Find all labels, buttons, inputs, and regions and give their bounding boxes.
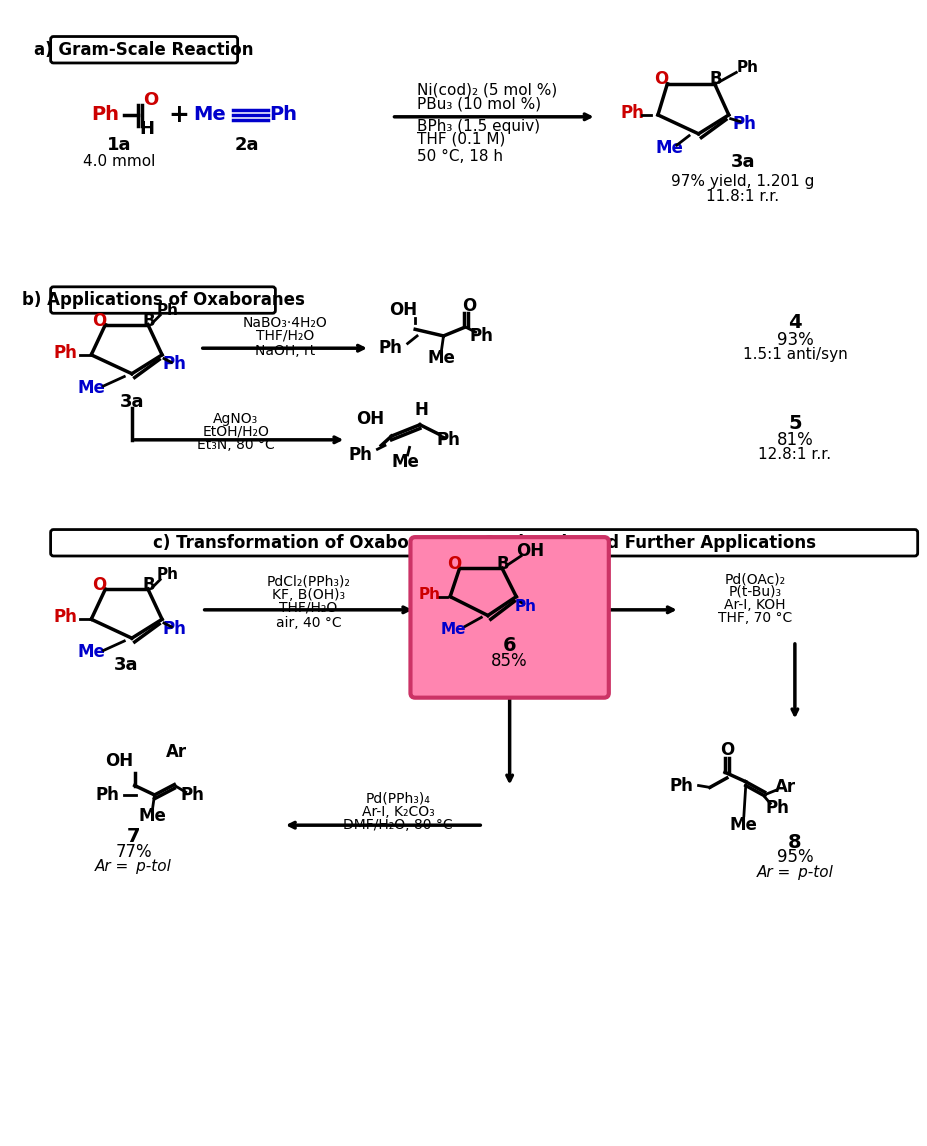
Text: 11.8:1 r.r.: 11.8:1 r.r.	[705, 189, 779, 204]
Text: B: B	[496, 555, 509, 573]
Text: Ph: Ph	[418, 587, 440, 603]
Text: Et₃N, 80 °C: Et₃N, 80 °C	[197, 439, 274, 453]
Text: Me: Me	[77, 379, 105, 397]
Text: Ph: Ph	[469, 327, 493, 345]
Text: Me: Me	[439, 622, 465, 637]
Text: Ph: Ph	[378, 339, 402, 358]
Text: Ph: Ph	[180, 786, 204, 804]
Text: 81%: 81%	[776, 431, 812, 449]
Text: 1a: 1a	[108, 136, 132, 155]
Text: 12.8:1 r.r.: 12.8:1 r.r.	[757, 447, 831, 463]
Text: OH: OH	[106, 752, 133, 770]
Text: 8: 8	[787, 833, 801, 851]
Text: a) Gram-Scale Reaction: a) Gram-Scale Reaction	[34, 41, 254, 58]
Text: 93%: 93%	[776, 331, 812, 348]
Text: 50 °C, 18 h: 50 °C, 18 h	[416, 149, 502, 164]
Text: 85%: 85%	[490, 652, 527, 670]
Text: O: O	[93, 576, 107, 595]
Text: Ph: Ph	[514, 598, 536, 613]
Text: 3a: 3a	[114, 656, 138, 674]
Text: Ni(cod)₂ (5 mol %): Ni(cod)₂ (5 mol %)	[416, 83, 557, 97]
Text: NaBO₃·4H₂O: NaBO₃·4H₂O	[242, 315, 327, 330]
Text: OH: OH	[355, 410, 384, 429]
Text: c) Transformation of Oxaborane to Oxaborole and Further Applications: c) Transformation of Oxaborane to Oxabor…	[152, 534, 815, 551]
Text: Ph: Ph	[54, 344, 78, 362]
FancyBboxPatch shape	[410, 537, 608, 698]
Text: BPh₃ (1.5 equiv): BPh₃ (1.5 equiv)	[416, 119, 540, 134]
Text: 1.5:1 anti/syn: 1.5:1 anti/syn	[742, 347, 846, 362]
Text: B: B	[143, 312, 155, 330]
Text: 5: 5	[787, 414, 801, 433]
Text: 4.0 mmol: 4.0 mmol	[83, 154, 156, 168]
Text: P(t-Bu)₃: P(t-Bu)₃	[728, 584, 781, 599]
Text: KF, B(OH)₃: KF, B(OH)₃	[272, 588, 345, 602]
Text: Me: Me	[77, 643, 105, 661]
Text: H: H	[139, 120, 154, 138]
Text: Ph: Ph	[349, 446, 372, 464]
Text: Ph: Ph	[162, 355, 186, 374]
Text: Me: Me	[193, 105, 225, 125]
Text: 77%: 77%	[115, 842, 152, 861]
Text: Me: Me	[427, 348, 455, 367]
Text: Me: Me	[138, 807, 166, 825]
Text: PdCl₂(PPh₃)₂: PdCl₂(PPh₃)₂	[266, 574, 350, 589]
Text: O: O	[93, 312, 107, 330]
Text: NaOH, rt: NaOH, rt	[254, 344, 314, 358]
Text: Ar-I, K₂CO₃: Ar-I, K₂CO₃	[362, 804, 434, 819]
Text: Ar: Ar	[166, 743, 186, 761]
Text: Pd(OAc)₂: Pd(OAc)₂	[724, 573, 785, 587]
Text: 95%: 95%	[776, 848, 812, 866]
Text: THF, 70 °C: THF, 70 °C	[717, 611, 792, 626]
Text: Ar =  p-tol: Ar = p-tol	[756, 865, 832, 880]
Text: Ph: Ph	[157, 567, 179, 582]
Text: Me: Me	[730, 816, 757, 834]
Text: Ph: Ph	[669, 777, 692, 794]
Text: 2a: 2a	[235, 136, 259, 155]
Text: Ar: Ar	[774, 778, 795, 796]
Text: O: O	[446, 555, 461, 573]
Text: THF/H₂O: THF/H₂O	[256, 329, 313, 343]
Text: Ph: Ph	[91, 105, 120, 125]
Text: Ar =  p-tol: Ar = p-tol	[95, 860, 172, 874]
Text: O: O	[653, 70, 667, 88]
Text: Ph: Ph	[736, 61, 758, 76]
Text: 7: 7	[127, 827, 140, 846]
Text: 6: 6	[502, 636, 516, 656]
Text: O: O	[462, 297, 476, 315]
Text: THF/H₂O: THF/H₂O	[279, 601, 337, 615]
Text: Ph: Ph	[95, 786, 119, 804]
Text: B: B	[143, 576, 155, 595]
Text: THF (0.1 M): THF (0.1 M)	[416, 132, 505, 147]
Text: Ph: Ph	[54, 609, 78, 627]
Text: H: H	[414, 401, 428, 418]
Text: AgNO₃: AgNO₃	[213, 413, 258, 426]
Text: 3a: 3a	[730, 154, 755, 171]
Text: Ph: Ph	[269, 105, 297, 125]
Text: Me: Me	[654, 139, 682, 157]
Text: 3a: 3a	[120, 393, 144, 411]
Text: Ph: Ph	[765, 799, 789, 817]
Text: Ph: Ph	[620, 104, 643, 121]
Text: air, 40 °C: air, 40 °C	[275, 617, 341, 630]
Text: Ph: Ph	[157, 303, 179, 317]
Text: +: +	[169, 103, 189, 127]
Text: O: O	[143, 91, 159, 109]
Text: B: B	[708, 70, 721, 88]
Text: OH: OH	[515, 542, 544, 560]
Text: EtOH/H₂O: EtOH/H₂O	[202, 424, 269, 438]
Text: PBu₃ (10 mol %): PBu₃ (10 mol %)	[416, 96, 540, 111]
Text: b) Applications of Oxaboranes: b) Applications of Oxaboranes	[21, 291, 304, 309]
Text: 97% yield, 1.201 g: 97% yield, 1.201 g	[670, 173, 814, 189]
Text: Ph: Ph	[732, 116, 756, 133]
Text: Ph: Ph	[162, 620, 186, 637]
Text: OH: OH	[388, 301, 416, 320]
Text: Ar-I, KOH: Ar-I, KOH	[724, 598, 785, 612]
Text: Pd(PPh₃)₄: Pd(PPh₃)₄	[365, 792, 430, 806]
Text: Me: Me	[391, 453, 419, 471]
Text: 4: 4	[787, 313, 801, 332]
Text: DMF/H₂O, 80 °C: DMF/H₂O, 80 °C	[343, 818, 452, 832]
Text: Ph: Ph	[436, 431, 460, 449]
Text: O: O	[719, 740, 733, 759]
